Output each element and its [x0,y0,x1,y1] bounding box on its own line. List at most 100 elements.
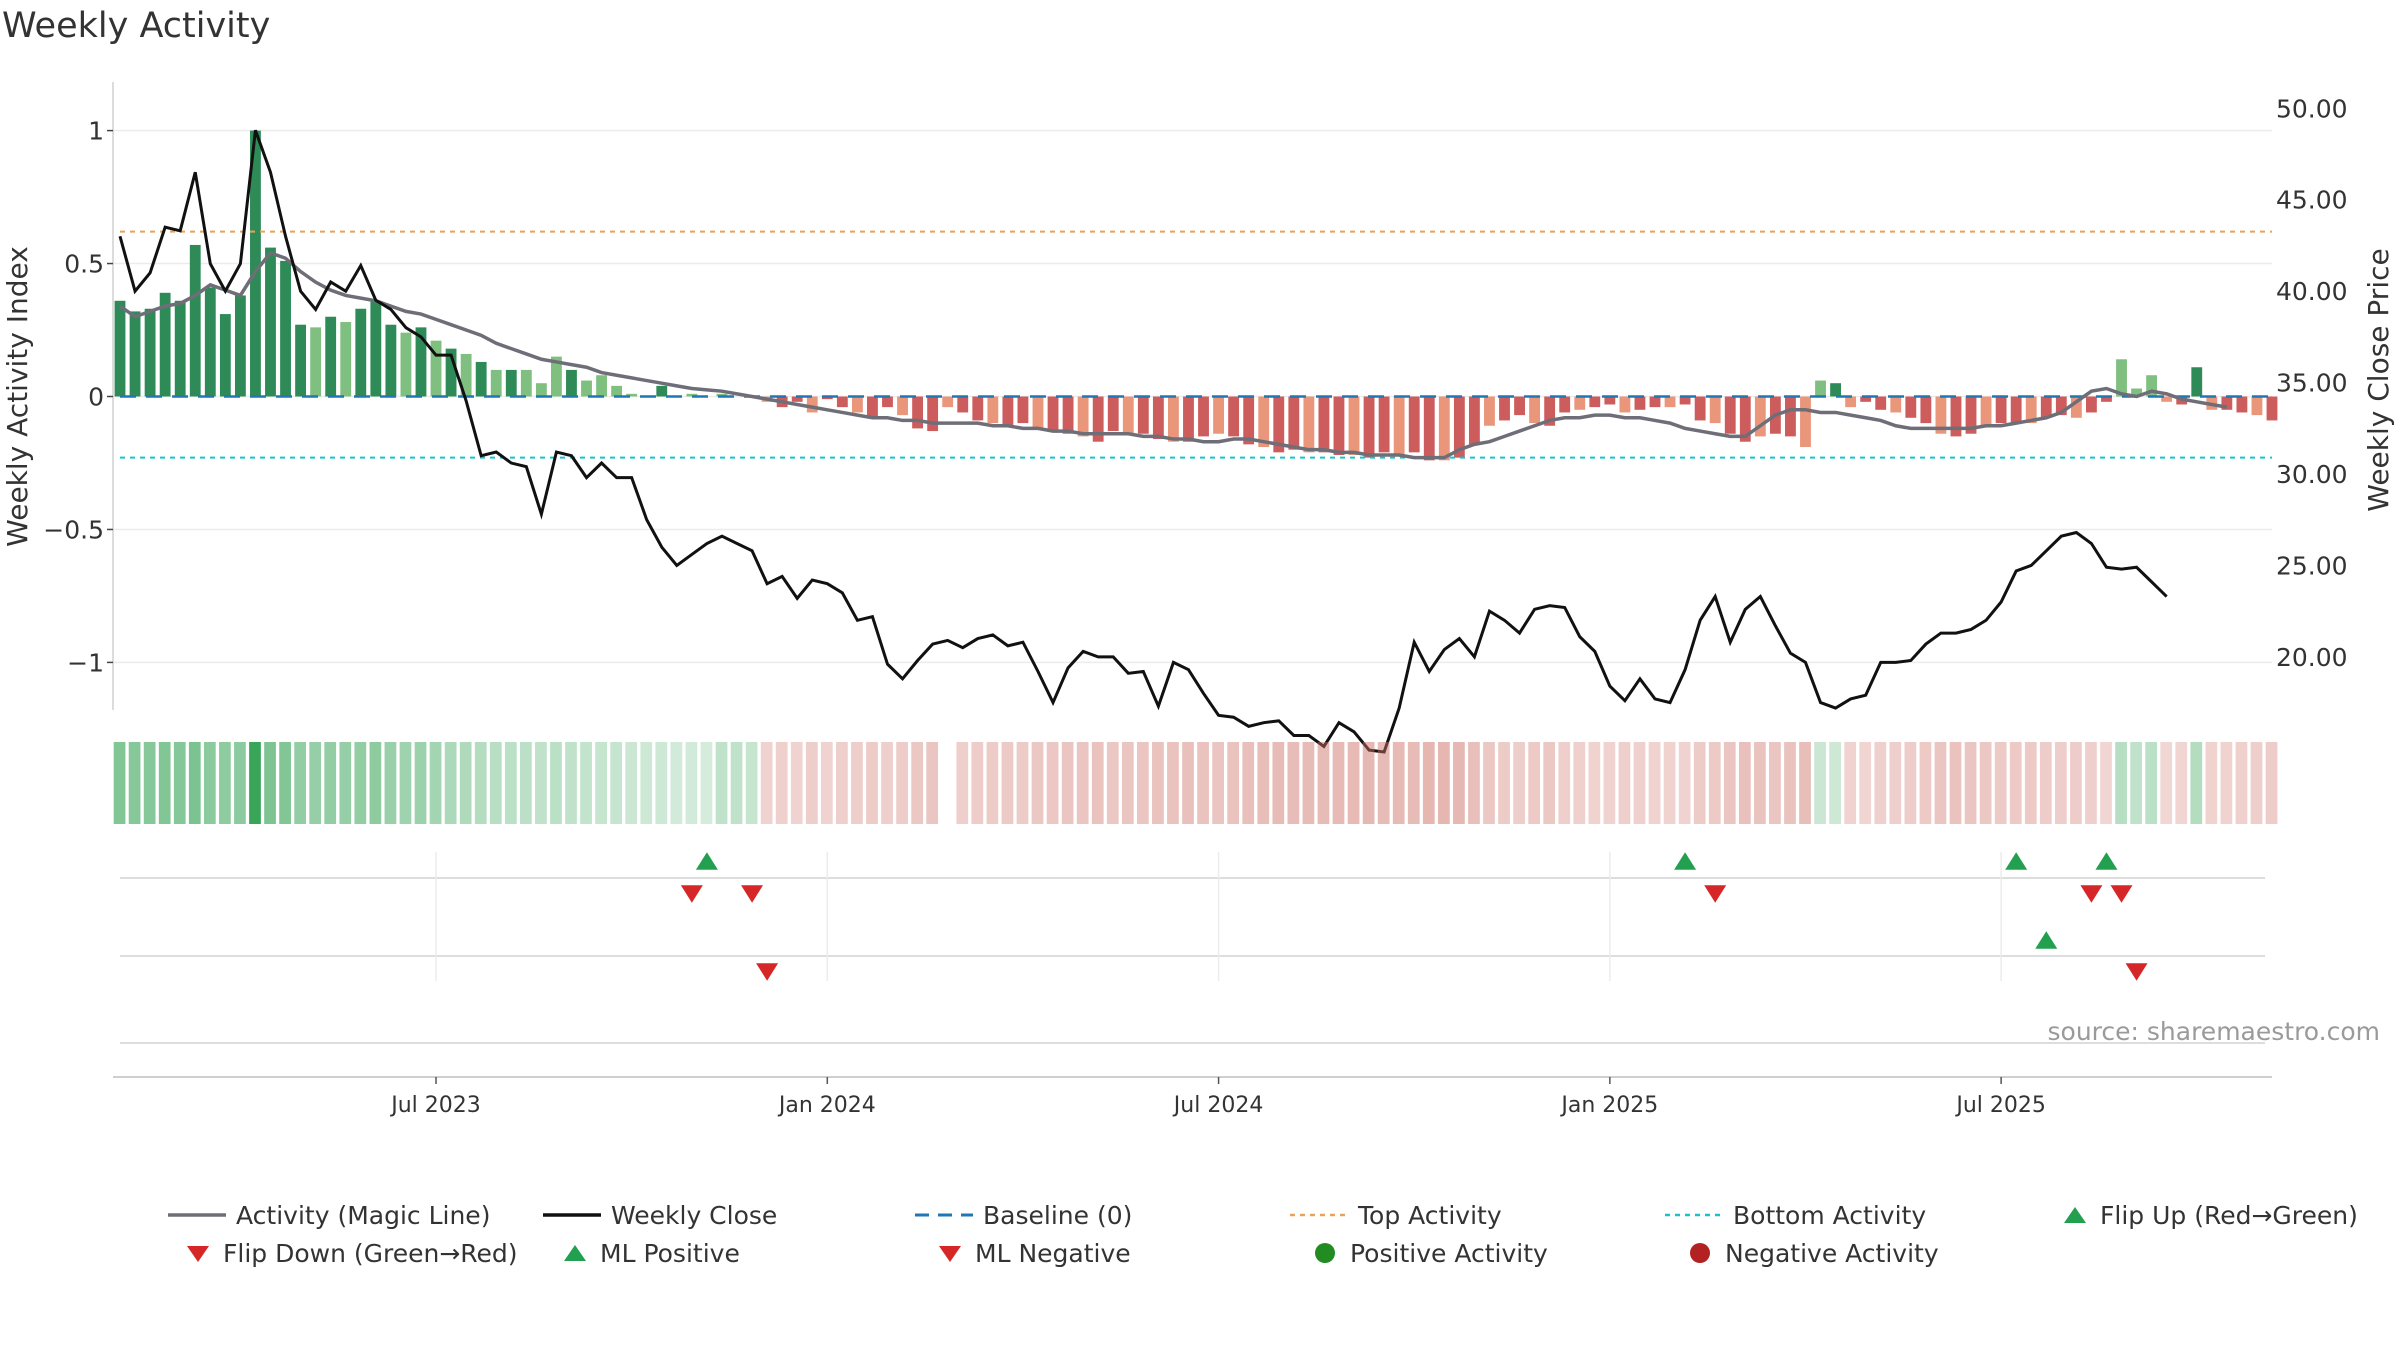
band-cell [820,742,833,824]
activity-bar [1137,396,1149,434]
y-tick-label: 0.5 [64,250,104,279]
band-cell [2265,742,2278,824]
activity-bar [897,396,908,416]
band-cell [1257,742,1270,824]
band-cell [369,742,382,824]
band-cell [1212,742,1224,824]
band-cell [565,742,577,824]
band-cell [1648,742,1661,824]
band-cell [1979,742,1992,824]
band-cell [1272,742,1285,824]
band-cell [881,742,893,824]
activity-bar [791,396,803,402]
band-cell [1874,742,1887,824]
band-cell [670,742,683,824]
band-cell [279,742,291,824]
band-cell [730,742,743,824]
activity-bar [1950,396,1962,437]
flip-up-marker [695,852,718,870]
legend-label: ML Negative [975,1238,1131,1268]
legend-label: Flip Down (Green→Red) [223,1238,518,1268]
legend-label: Negative Activity [1725,1238,1939,1268]
flip-up-marker [2095,852,2118,870]
y2-tick-label: 20.00 [2276,643,2348,672]
legend-item: ML Negative [935,1238,1131,1268]
flip-down-marker [741,885,764,903]
activity-bar [2085,396,2097,413]
band-cell [1437,742,1450,824]
legend-symbol [1690,1243,1710,1263]
legend-item: ML Positive [560,1238,740,1268]
band-cell [1784,742,1796,824]
legend-label: Weekly Close [611,1200,778,1230]
band-cell [1061,742,1074,824]
band-cell [444,742,457,824]
activity-bar [370,300,382,397]
activity-bar [415,327,427,397]
activity-bar [1544,396,1556,426]
activity-bar [806,396,818,413]
band-cell [2009,742,2022,824]
legend-item: Weekly Close [543,1200,777,1230]
band-cell [1377,742,1390,824]
activity-bar [596,375,607,397]
band-cell [324,742,337,824]
band-cell [1513,742,1525,824]
activity-bar [1002,396,1014,426]
band-cell [2054,742,2067,824]
activity-bar [851,396,863,413]
band-cell [249,742,261,824]
band-cell [1347,742,1360,824]
activity-bar [686,393,698,397]
legend-symbol [939,1246,961,1262]
ml-positive-marker [2035,931,2058,949]
y2-tick-label: 30.00 [2276,460,2348,489]
x-tick-label: Jul 2023 [389,1093,481,1118]
band-cell [700,742,713,824]
activity-bar [385,324,397,397]
activity-bar [1830,383,1841,397]
flip-down-marker [1704,885,1727,903]
band-cell [1859,742,1872,824]
legend-symbol [1665,1213,1723,1217]
band-cell [1016,742,1029,824]
activity-bar [1198,396,1209,437]
band-cell [158,742,171,824]
activity-bar [129,311,141,397]
band-cell [1934,742,1947,824]
activity-bar [1514,396,1525,416]
band-cell [1633,742,1646,824]
activity-bar [656,385,668,397]
activity-bar [716,393,728,397]
activity-bar [1965,396,1977,434]
band-cell [926,742,939,824]
band-cell [429,742,442,824]
y2-tick-label: 45.00 [2276,186,2348,215]
activity-bar [1484,396,1495,426]
band-cell [1317,742,1330,824]
activity-bar [174,300,186,397]
band-cell [1889,742,1902,824]
band-cell [1814,742,1826,824]
band-cell [1573,742,1586,824]
x-tick-label: Jan 2025 [1559,1093,1658,1118]
band-cell [2175,742,2188,824]
band-cell [971,742,984,824]
band-cell [489,742,502,824]
legend-symbol [543,1213,601,1217]
activity-bar [1529,396,1541,424]
activity-bar [505,369,517,397]
flip-up-marker [2005,852,2028,870]
activity-bar [2055,396,2067,416]
activity-band [113,742,2278,824]
activity-bar [1604,396,1616,405]
activity-bar [2191,367,2203,397]
band-cell [550,742,562,824]
legend-item: Flip Down (Green→Red) [183,1238,518,1268]
band-cell [1182,742,1194,824]
legend-symbol [2064,1207,2086,1223]
band-cell [911,742,924,824]
activity-bar [1453,396,1465,458]
band-cell [2160,742,2173,824]
activity-bar [144,308,156,397]
